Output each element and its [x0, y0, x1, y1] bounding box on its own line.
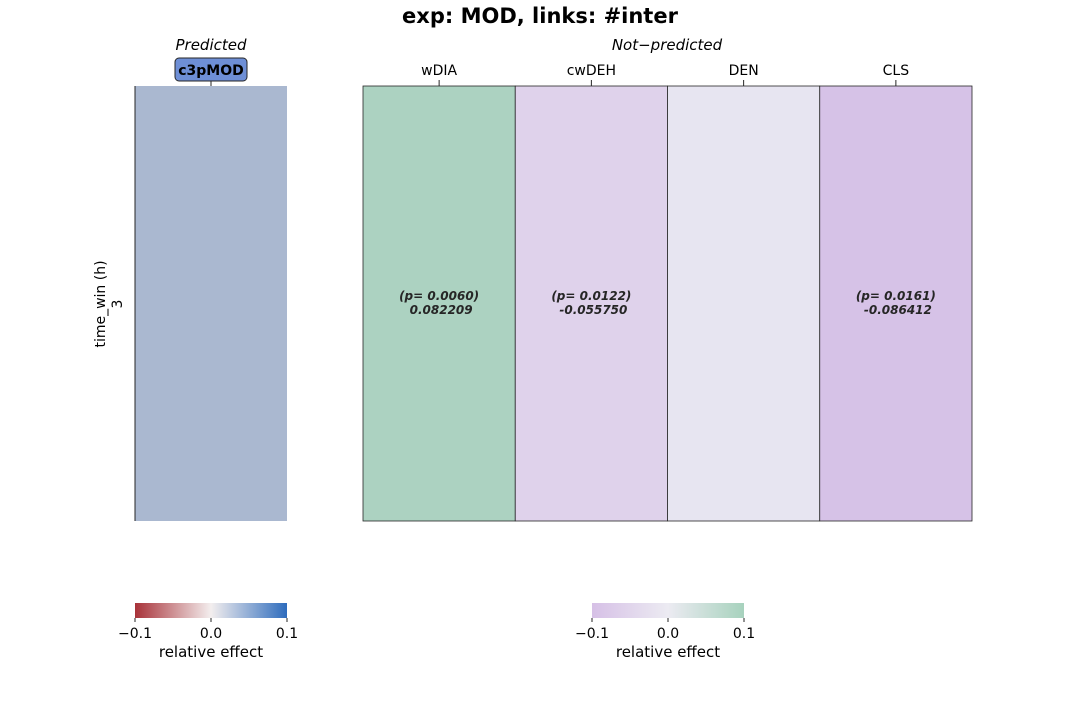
left-panel-title: Predicted — [175, 36, 246, 54]
column-label-DEN: DEN — [729, 63, 759, 79]
annotation-pvalue-CLS: (p= 0.0161) — [856, 289, 936, 303]
right-colorbar-tick-max: 0.1 — [733, 626, 755, 642]
left-colorbar — [135, 603, 287, 618]
right-colorbar-ticks — [591, 618, 745, 622]
annotation-pvalue-wDIA: (p= 0.0060) — [399, 289, 479, 303]
left-colorbar-tick-mid: 0.0 — [200, 626, 222, 642]
left-colorbar-tick-min: −0.1 — [118, 626, 152, 642]
chart-title: exp: MOD, links: #inter — [402, 4, 679, 28]
right-panel-title: Not−predicted — [612, 36, 723, 54]
y-tick-label: 3 — [110, 300, 126, 309]
column-label-cwDEH: cwDEH — [567, 63, 616, 79]
left-colorbar-tick-max: 0.1 — [276, 626, 298, 642]
right-column-labels: wDIA cwDEH DEN CLS — [421, 63, 909, 86]
right-annotations: (p= 0.0060)0.082209 (p= 0.0122)-0.055750 (… — [399, 289, 936, 317]
annotation-pvalue-cwDEH: (p= 0.0122) — [551, 289, 631, 303]
right-heatmap — [362, 85, 973, 522]
highlight-badge — [174, 57, 248, 82]
right-colorbar-tick-mid: 0.0 — [657, 626, 679, 642]
annotation-value-CLS: -0.086412 — [864, 303, 932, 317]
column-label-wDIA: wDIA — [421, 63, 457, 79]
heatmap-cell-cwDEH — [514, 85, 668, 522]
left-colorbar-ticks — [134, 618, 288, 622]
heatmap-cell-DEN — [667, 85, 821, 522]
right-colorbar-tick-min: −0.1 — [575, 626, 609, 642]
right-colorbar-label: relative effect — [616, 643, 720, 661]
annotation-value-wDIA: 0.082209 — [410, 303, 473, 317]
column-label-CLS: CLS — [883, 63, 910, 79]
heatmap-cell-CLS — [819, 85, 973, 522]
heatmap-cell-c3pMOD — [135, 86, 287, 521]
heatmap-cell-wDIA — [362, 85, 516, 522]
left-colorbar-label: relative effect — [159, 643, 263, 661]
column-label-c3pMOD: c3pMOD — [178, 63, 244, 79]
right-colorbar — [592, 603, 744, 618]
annotation-value-cwDEH: -0.055750 — [559, 303, 627, 317]
y-axis-label: time_win (h) — [93, 260, 109, 347]
